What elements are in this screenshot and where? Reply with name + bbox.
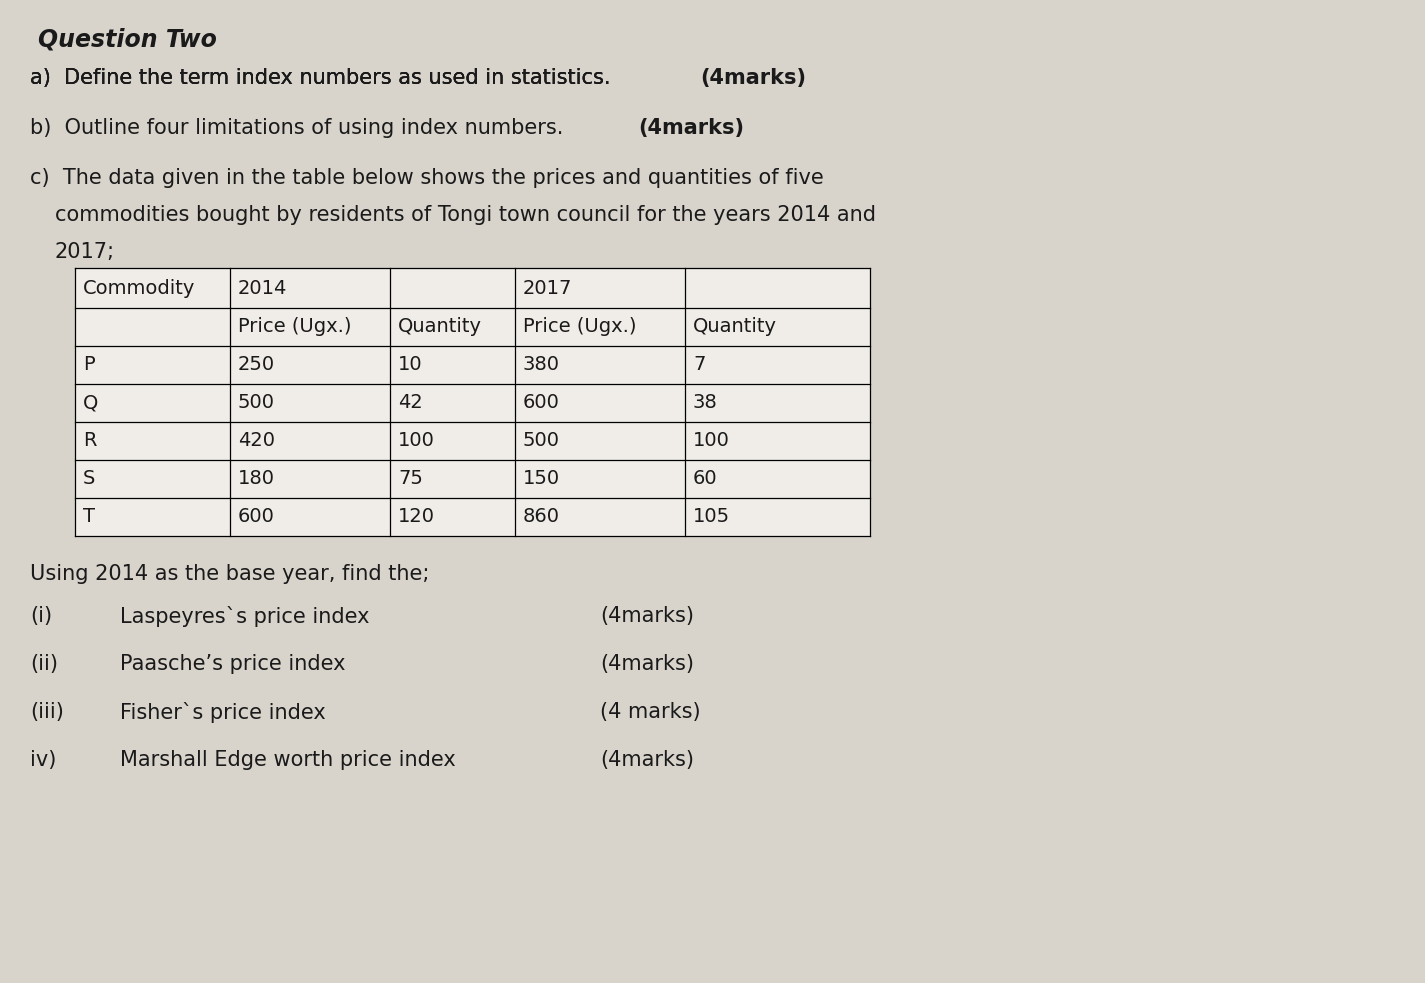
Text: 7: 7 bbox=[693, 356, 705, 375]
Text: 600: 600 bbox=[238, 507, 275, 527]
Text: (iii): (iii) bbox=[30, 702, 64, 722]
Text: 75: 75 bbox=[398, 470, 423, 489]
Text: 2017;: 2017; bbox=[56, 242, 115, 262]
Text: (4 marks): (4 marks) bbox=[600, 702, 701, 722]
Text: Quantity: Quantity bbox=[693, 318, 777, 336]
Text: Question Two: Question Two bbox=[38, 28, 217, 52]
Text: (4marks): (4marks) bbox=[600, 654, 694, 674]
Text: a)  Define the term index numbers as used in statistics.: a) Define the term index numbers as used… bbox=[30, 68, 617, 88]
Text: Q: Q bbox=[83, 393, 98, 413]
Text: T: T bbox=[83, 507, 95, 527]
Text: Quantity: Quantity bbox=[398, 318, 482, 336]
Text: (4marks): (4marks) bbox=[600, 750, 694, 770]
Text: Laspeyres`s price index: Laspeyres`s price index bbox=[120, 606, 369, 627]
Text: (4marks): (4marks) bbox=[600, 606, 694, 626]
Text: Marshall Edge worth price index: Marshall Edge worth price index bbox=[120, 750, 456, 770]
Text: commodities bought by residents of Tongi town council for the years 2014 and: commodities bought by residents of Tongi… bbox=[56, 205, 876, 225]
Text: 500: 500 bbox=[238, 393, 275, 413]
Text: 100: 100 bbox=[693, 432, 730, 450]
Text: P: P bbox=[83, 356, 94, 375]
Text: (i): (i) bbox=[30, 606, 53, 626]
Text: 10: 10 bbox=[398, 356, 423, 375]
Text: 120: 120 bbox=[398, 507, 435, 527]
Bar bbox=[76, 268, 871, 536]
Text: 42: 42 bbox=[398, 393, 423, 413]
Text: (4marks): (4marks) bbox=[638, 118, 744, 138]
Text: R: R bbox=[83, 432, 97, 450]
Text: Commodity: Commodity bbox=[83, 278, 195, 298]
Text: a)  Define the term index numbers as used in statistics.: a) Define the term index numbers as used… bbox=[30, 68, 617, 88]
Text: 38: 38 bbox=[693, 393, 718, 413]
Text: b)  Outline four limitations of using index numbers.: b) Outline four limitations of using ind… bbox=[30, 118, 563, 138]
Text: 380: 380 bbox=[523, 356, 560, 375]
Text: c)  The data given in the table below shows the prices and quantities of five: c) The data given in the table below sho… bbox=[30, 168, 824, 188]
Text: 860: 860 bbox=[523, 507, 560, 527]
Text: 420: 420 bbox=[238, 432, 275, 450]
Text: Price (Ugx.): Price (Ugx.) bbox=[238, 318, 352, 336]
Text: 2017: 2017 bbox=[523, 278, 573, 298]
Text: 600: 600 bbox=[523, 393, 560, 413]
Text: 60: 60 bbox=[693, 470, 718, 489]
Text: Fisher`s price index: Fisher`s price index bbox=[120, 702, 326, 723]
Text: a)  Define the term index numbers as used in statistics.: a) Define the term index numbers as used… bbox=[30, 68, 617, 88]
Text: 150: 150 bbox=[523, 470, 560, 489]
Text: 250: 250 bbox=[238, 356, 275, 375]
Text: 2014: 2014 bbox=[238, 278, 288, 298]
Text: Price (Ugx.): Price (Ugx.) bbox=[523, 318, 637, 336]
Text: 105: 105 bbox=[693, 507, 730, 527]
Text: 180: 180 bbox=[238, 470, 275, 489]
Text: 500: 500 bbox=[523, 432, 560, 450]
Text: S: S bbox=[83, 470, 95, 489]
Text: 100: 100 bbox=[398, 432, 435, 450]
Text: iv): iv) bbox=[30, 750, 57, 770]
Text: Paasche’s price index: Paasche’s price index bbox=[120, 654, 345, 674]
Text: Using 2014 as the base year, find the;: Using 2014 as the base year, find the; bbox=[30, 564, 429, 584]
Text: (4marks): (4marks) bbox=[700, 68, 807, 88]
Text: (ii): (ii) bbox=[30, 654, 58, 674]
